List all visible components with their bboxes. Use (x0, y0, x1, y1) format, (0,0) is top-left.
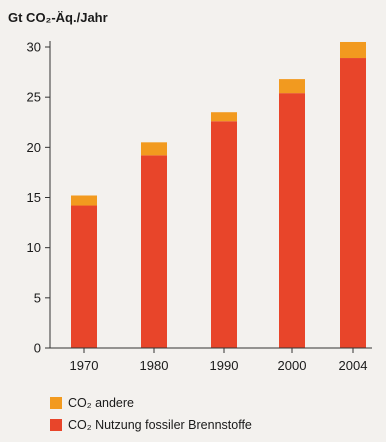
legend-item-other: CO₂ andere (50, 392, 252, 414)
x-axis-ticks: 1970 1980 1990 2000 2004 (70, 348, 368, 373)
x-tick-label: 2000 (278, 358, 307, 373)
legend-label-other: CO₂ andere (68, 396, 134, 410)
x-tick-label: 2004 (339, 358, 368, 373)
bar-segment-fossil (340, 58, 366, 348)
bar-segment-fossil (141, 155, 167, 348)
bar-segment-other (340, 41, 366, 59)
y-tick-label: 20 (27, 140, 41, 155)
legend-label-fossil: CO₂ Nutzung fossiler Brennstoffe (68, 418, 252, 432)
x-tick-label: 1980 (140, 358, 169, 373)
y-axis-ticks: 0 5 10 15 20 25 30 (27, 40, 50, 356)
y-tick-label: 30 (27, 40, 41, 55)
y-axis-label: Gt CO₂-Äq./Jahr (8, 10, 108, 25)
legend-swatch-other (50, 397, 62, 409)
legend-swatch-fossil (50, 419, 62, 431)
bar-segment-other (279, 79, 305, 94)
bar-segment-other (141, 142, 167, 156)
bar-segment-fossil (71, 205, 97, 348)
y-tick-label: 5 (34, 290, 41, 305)
y-tick-label: 25 (27, 90, 41, 105)
y-tick-label: 0 (34, 341, 41, 356)
bar-segment-other (71, 195, 97, 206)
bars (71, 41, 366, 348)
x-tick-label: 1970 (70, 358, 99, 373)
legend: CO₂ andere CO₂ Nutzung fossiler Brennsto… (50, 392, 252, 436)
legend-item-fossil: CO₂ Nutzung fossiler Brennstoffe (50, 414, 252, 436)
bar-segment-fossil (279, 93, 305, 348)
bar-segment-fossil (211, 121, 237, 348)
y-tick-label: 15 (27, 190, 41, 205)
y-tick-label: 10 (27, 240, 41, 255)
bar-segment-other (211, 112, 237, 122)
x-tick-label: 1990 (210, 358, 239, 373)
